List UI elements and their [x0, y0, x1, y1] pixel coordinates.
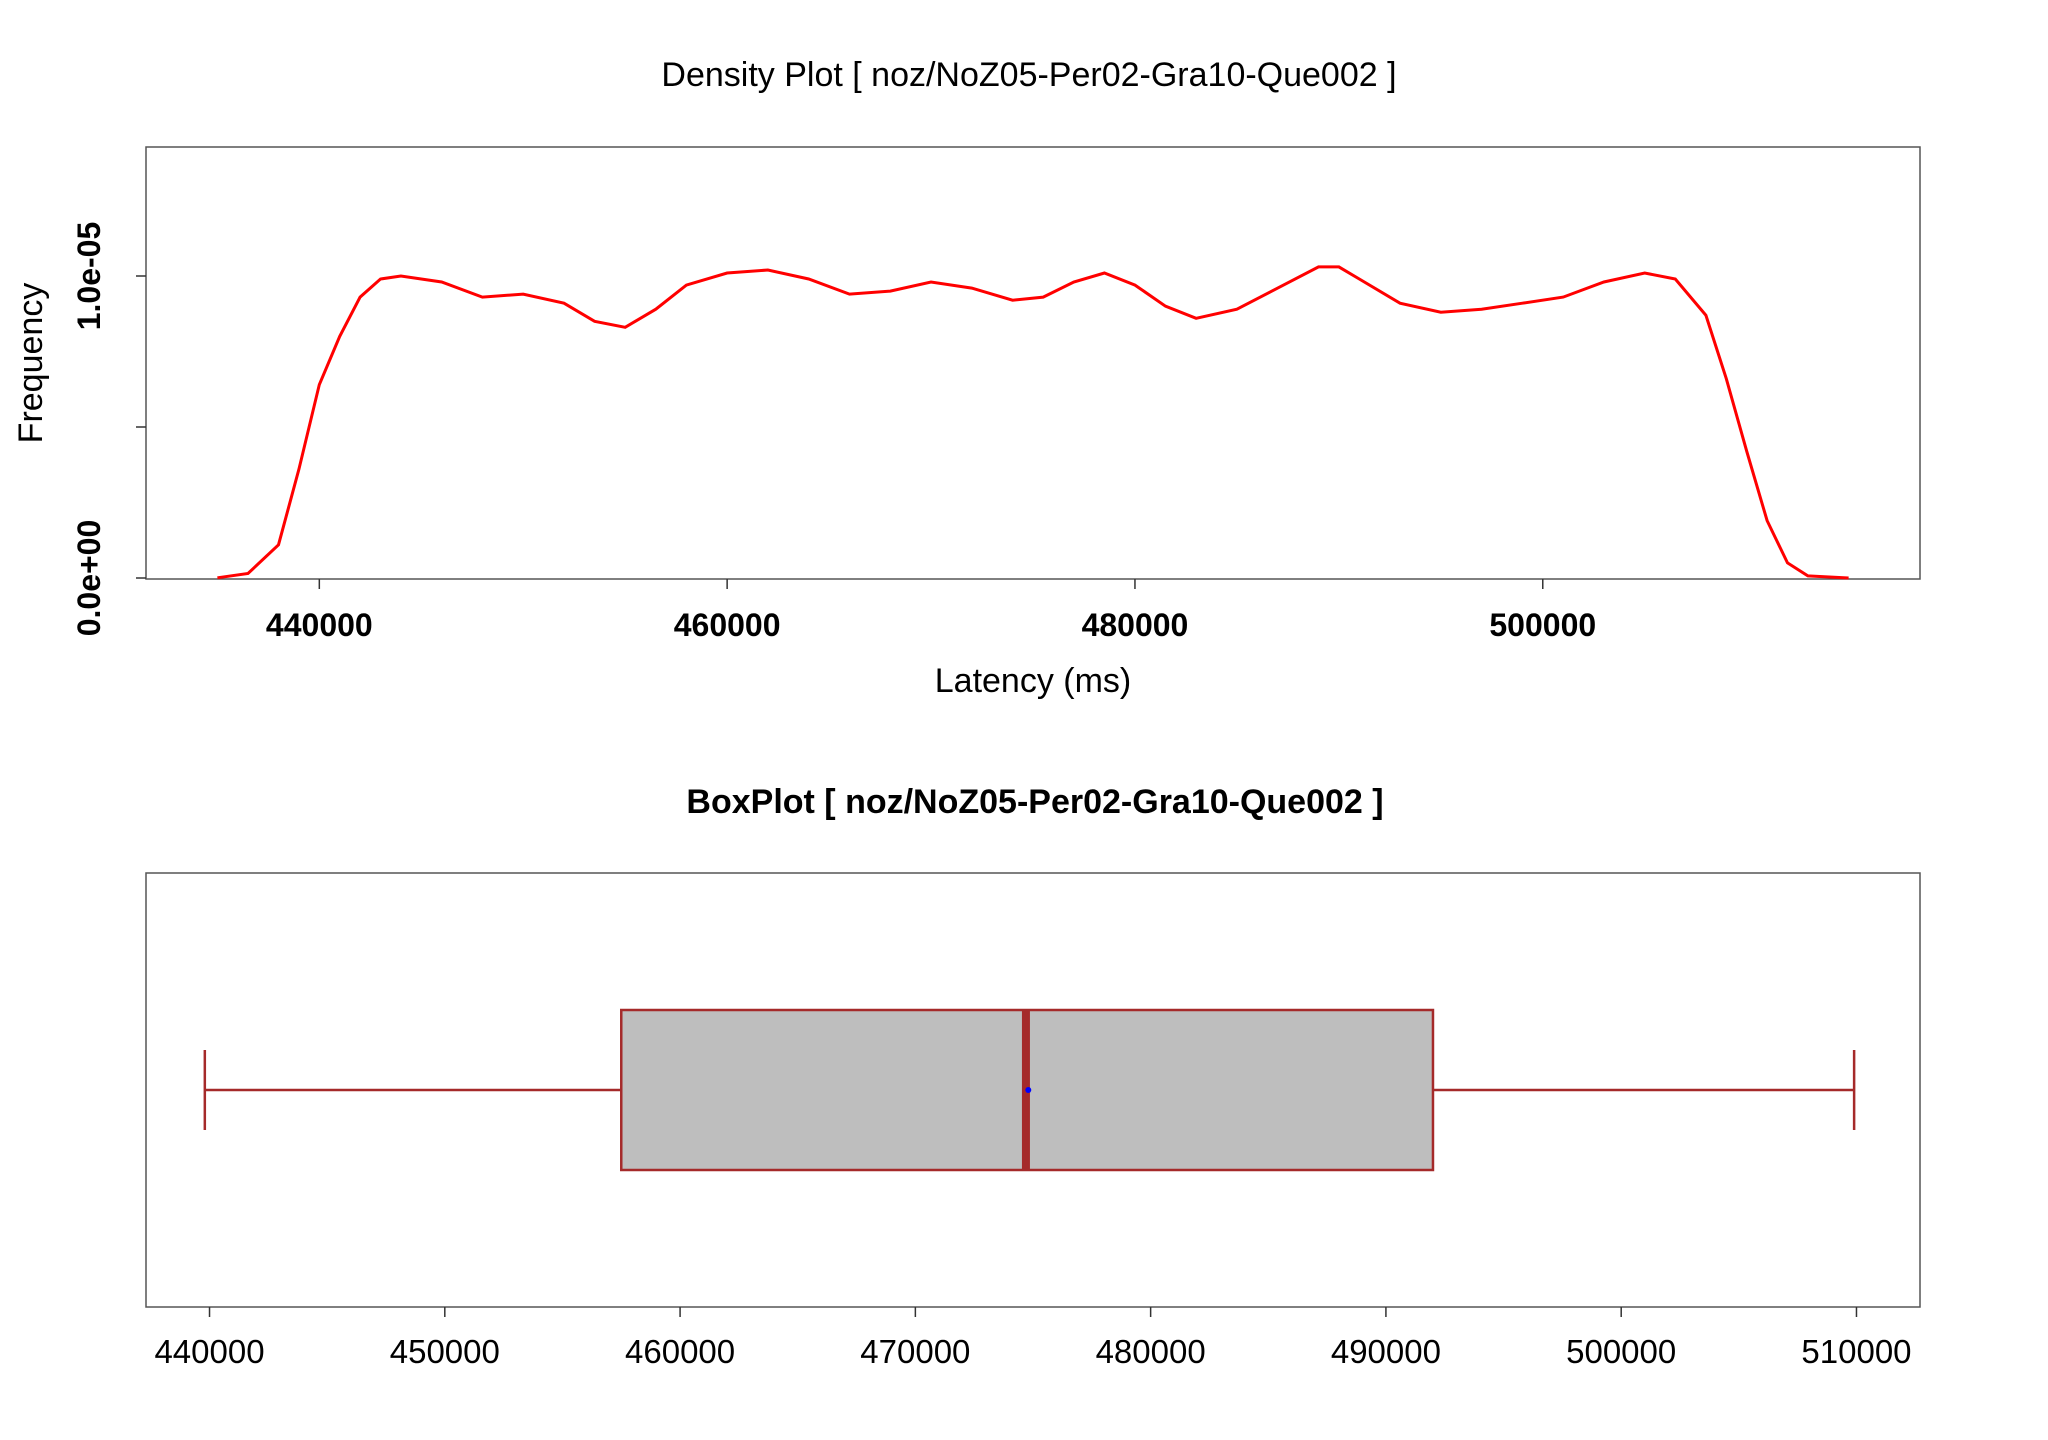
box-x-tick-label: 510000 [1801, 1333, 1911, 1370]
density-plot-frame [145, 146, 1921, 580]
box-x-tick-label: 450000 [390, 1333, 500, 1370]
density-x-tick-label: 500000 [1489, 607, 1596, 643]
density-curve [217, 265, 1849, 580]
density-y-axis-label: Frequency [12, 283, 50, 444]
box-x-tick-label: 480000 [1096, 1333, 1206, 1370]
density-x-tick-label: 480000 [1082, 607, 1189, 643]
box-x-tick-label: 490000 [1331, 1333, 1441, 1370]
box-x-tick-label: 500000 [1566, 1333, 1676, 1370]
box-plot-marks [203, 1008, 1856, 1172]
box-x-axis: 440000 450000 460000 470000 480000 490000 5000… [154, 1307, 1912, 1370]
box-chart: BoxPlot [ noz/NoZ05-Per02-Gra10-Que002 ]… [145, 783, 1921, 1370]
density-y-tick-label: 0.0e+00 [71, 520, 107, 637]
density-chart: Density Plot [ noz/NoZ05-Per02-Gra10-Que… [12, 56, 1921, 700]
box-x-tick-label: 440000 [154, 1333, 264, 1370]
density-y-axis: 0.0e+00 1.0e-05 [71, 222, 146, 637]
density-x-axis: 440000 460000 480000 500000 [266, 579, 1596, 643]
density-y-tick-label: 1.0e-05 [71, 222, 107, 331]
density-x-axis-label: Latency (ms) [935, 662, 1132, 700]
density-x-tick-label: 460000 [674, 607, 781, 643]
box-chart-title: BoxPlot [ noz/NoZ05-Per02-Gra10-Que002 ] [686, 783, 1383, 821]
mean-marker [1025, 1087, 1032, 1093]
box-x-tick-label: 470000 [860, 1333, 970, 1370]
density-chart-title: Density Plot [ noz/NoZ05-Per02-Gra10-Que… [661, 56, 1396, 94]
density-x-tick-label: 440000 [266, 607, 373, 643]
box-x-tick-label: 460000 [625, 1333, 735, 1370]
box-plot-frame [145, 872, 1921, 1308]
